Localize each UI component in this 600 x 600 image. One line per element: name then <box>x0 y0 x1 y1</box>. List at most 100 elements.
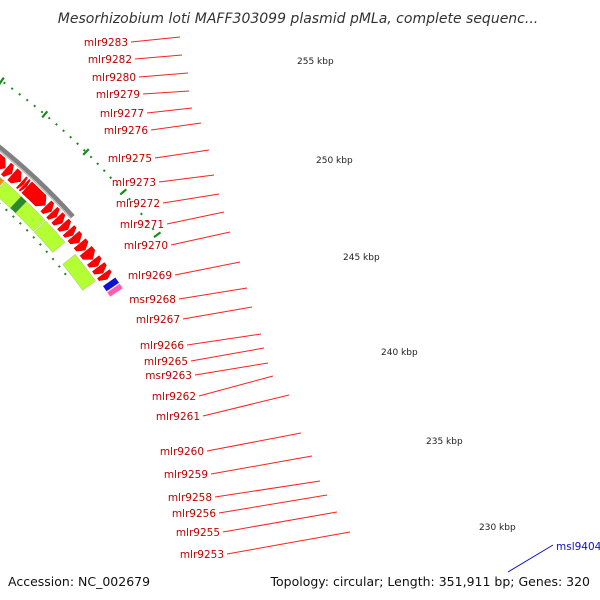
minor-tick <box>18 92 22 96</box>
inner-tick <box>51 257 55 261</box>
minor-tick <box>115 183 119 187</box>
accession-text: Accession: NC_002679 <box>8 574 150 589</box>
major-tick <box>153 231 162 238</box>
gene-label[interactable]: mlr9276 <box>104 125 149 137</box>
cog-feature[interactable] <box>33 220 66 253</box>
major-tick <box>0 76 5 85</box>
scale-label: 240 kbp <box>381 348 418 358</box>
gene-arrow[interactable] <box>15 176 28 190</box>
gene-label[interactable]: mlr9255 <box>176 527 220 539</box>
label-leader <box>134 54 183 60</box>
gene-label[interactable]: mlr9270 <box>124 240 168 252</box>
label-leader <box>218 494 328 514</box>
minor-tick <box>139 212 143 216</box>
cog-feature[interactable] <box>62 254 96 291</box>
gene-label[interactable]: mlr9279 <box>96 89 140 101</box>
gene-arrow[interactable] <box>21 181 47 207</box>
gene-arrow-blue[interactable] <box>103 277 119 292</box>
label-leader <box>198 375 274 397</box>
cog-feature[interactable] <box>0 177 5 193</box>
label-leader <box>178 287 248 300</box>
gene-label[interactable]: mlr9267 <box>136 314 180 326</box>
label-leader <box>150 122 202 131</box>
minor-tick <box>40 110 44 114</box>
cog-feature[interactable] <box>15 201 46 232</box>
scale-label: 230 kbp <box>479 523 516 533</box>
label-leader <box>186 333 262 346</box>
gene-label[interactable]: mlr9282 <box>88 54 132 66</box>
minor-tick <box>10 87 14 91</box>
scale-ticks <box>0 76 162 276</box>
gene-label[interactable]: mlr9261 <box>156 411 200 423</box>
backbone-ring <box>0 144 75 219</box>
gene-arrow[interactable] <box>51 212 66 226</box>
inner-tick <box>25 228 29 232</box>
minor-tick <box>47 116 51 120</box>
scale-labels: 255 kbp 250 kbp 245 kbp 240 kbp 235 kbp 230 k… <box>297 57 516 533</box>
gene-arrow[interactable] <box>0 153 6 170</box>
minor-tick <box>102 169 106 173</box>
major-tick <box>119 188 128 196</box>
minor-tick <box>69 135 73 139</box>
inner-tick <box>57 265 61 268</box>
minor-tick <box>62 129 65 133</box>
gene-label[interactable]: mlr9271 <box>120 219 164 231</box>
gene-label[interactable]: mlr9272 <box>116 198 160 210</box>
gene-arrow[interactable] <box>79 245 96 260</box>
label-leader <box>154 149 210 159</box>
backbone-highlight <box>0 150 72 219</box>
label-leader <box>146 107 193 114</box>
label-leader <box>130 36 181 43</box>
minor-tick <box>145 220 149 223</box>
minor-tick <box>128 197 131 201</box>
gene-label[interactable]: mlr9258 <box>168 492 212 504</box>
gene-label-blue[interactable]: msl9404 <box>556 541 600 553</box>
minor-tick <box>2 81 6 85</box>
gene-label[interactable]: mlr9260 <box>160 446 204 458</box>
gene-label[interactable]: mlr9280 <box>92 72 136 84</box>
gene-arrow[interactable] <box>86 255 102 268</box>
gene-label[interactable]: mlr9273 <box>112 177 156 189</box>
label-leader <box>158 174 215 183</box>
minor-tick <box>33 104 37 108</box>
gene-arrow[interactable] <box>40 200 55 214</box>
label-leader <box>226 531 351 555</box>
gene-label[interactable]: mlr9277 <box>100 108 144 120</box>
gene-label[interactable]: msr9263 <box>145 370 192 382</box>
gene-arrow[interactable] <box>7 168 22 184</box>
gene-label[interactable]: mlr9262 <box>152 391 196 403</box>
gene-label[interactable]: mlr9283 <box>84 37 128 49</box>
gene-arrow[interactable] <box>46 206 60 220</box>
label-leader <box>190 347 265 362</box>
gene-arrow-pink[interactable] <box>107 283 123 297</box>
gene-arrow[interactable] <box>92 262 107 275</box>
gene-arrow[interactable] <box>62 225 77 238</box>
minor-tick <box>96 162 100 166</box>
inner-tick <box>45 250 49 254</box>
label-leader <box>174 261 241 276</box>
gene-arrow[interactable] <box>67 230 83 245</box>
gene-label[interactable]: mlr9256 <box>172 508 217 520</box>
gene-arrow[interactable] <box>73 238 89 252</box>
gene-arrow[interactable] <box>57 218 72 232</box>
gene-arrow[interactable] <box>97 269 112 281</box>
gene-label[interactable]: mlr9266 <box>140 340 185 352</box>
label-leader <box>162 193 220 204</box>
gene-arrow[interactable] <box>0 162 14 177</box>
inner-tick <box>11 215 15 219</box>
inner-tick <box>38 243 42 246</box>
gene-label[interactable]: mlr9269 <box>128 270 172 282</box>
gene-label[interactable]: mlr9259 <box>164 469 208 481</box>
major-tick <box>82 148 90 156</box>
gene-label[interactable]: mlr9275 <box>108 153 152 165</box>
gene-label[interactable]: mlr9265 <box>144 356 188 368</box>
gene-label[interactable]: mlr9253 <box>180 549 224 561</box>
scale-label: 255 kbp <box>297 57 334 67</box>
gene-label[interactable]: msr9268 <box>129 294 176 306</box>
topology-text: Topology: circular; Length: 351,911 bp; … <box>270 574 591 589</box>
major-tick <box>41 110 49 119</box>
gene-arrow[interactable] <box>18 178 31 192</box>
gene-labels: mlr9283 mlr9282 mlr9280 mlr9279 mlr9277 mlr92… <box>84 37 600 561</box>
